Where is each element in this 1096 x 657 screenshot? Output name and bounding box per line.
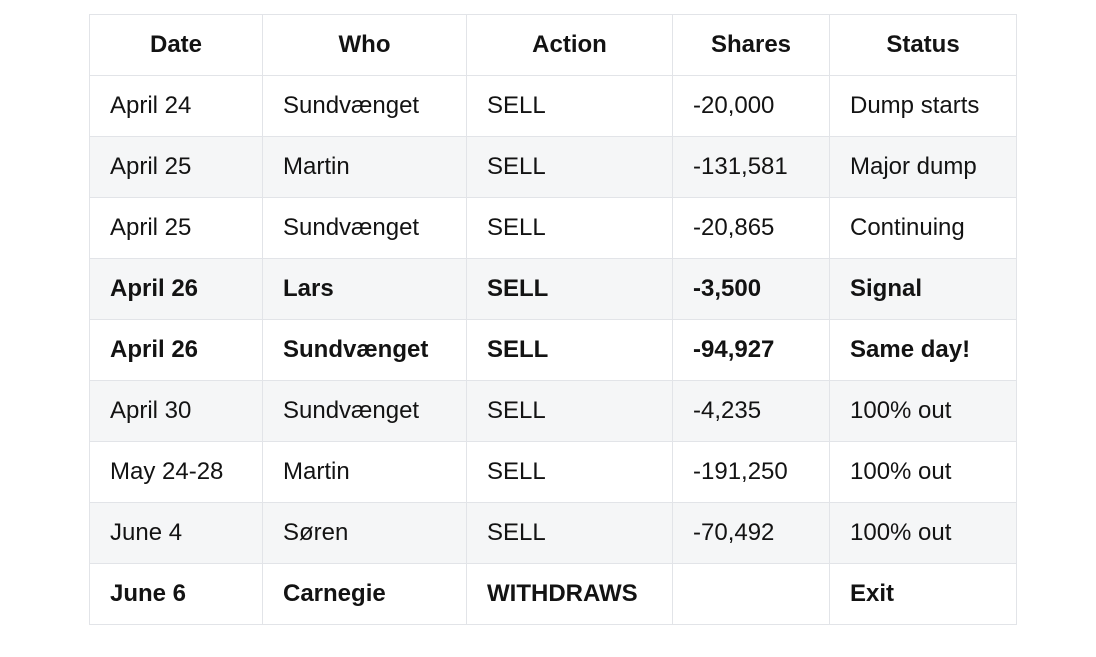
cell-who: Sundvænget [262, 197, 467, 259]
cell-date: April 30 [89, 380, 263, 442]
column-header-who: Who [262, 14, 467, 76]
table-row: April 26 Lars SELL -3,500 Signal [89, 258, 1017, 320]
header-row: Date Who Action Shares Status [89, 14, 1017, 76]
cell-status: 100% out [829, 380, 1017, 442]
table-row: June 4 Søren SELL -70,492 100% out [89, 502, 1017, 564]
cell-shares: -131,581 [672, 136, 830, 198]
column-header-date: Date [89, 14, 263, 76]
cell-who: Sundvænget [262, 319, 467, 381]
cell-date: May 24-28 [89, 441, 263, 503]
cell-action: SELL [466, 197, 673, 259]
cell-date: April 26 [89, 258, 263, 320]
cell-who: Sundvænget [262, 380, 467, 442]
cell-status: Exit [829, 563, 1017, 625]
cell-status: Signal [829, 258, 1017, 320]
cell-action: SELL [466, 136, 673, 198]
cell-action: SELL [466, 441, 673, 503]
cell-date: June 4 [89, 502, 263, 564]
table-row: April 25 Martin SELL -131,581 Major dump [89, 136, 1017, 198]
column-header-status: Status [829, 14, 1017, 76]
cell-shares [672, 563, 830, 625]
cell-action: SELL [466, 502, 673, 564]
table-row: April 30 Sundvænget SELL -4,235 100% out [89, 380, 1017, 442]
cell-action: SELL [466, 380, 673, 442]
cell-status: 100% out [829, 502, 1017, 564]
cell-shares: -191,250 [672, 441, 830, 503]
cell-who: Martin [262, 441, 467, 503]
cell-action: SELL [466, 258, 673, 320]
cell-status: Same day! [829, 319, 1017, 381]
table-row: June 6 Carnegie WITHDRAWS Exit [89, 563, 1017, 625]
cell-action: SELL [466, 319, 673, 381]
cell-shares: -70,492 [672, 502, 830, 564]
cell-date: April 24 [89, 75, 263, 137]
cell-status: 100% out [829, 441, 1017, 503]
cell-status: Major dump [829, 136, 1017, 198]
cell-who: Martin [262, 136, 467, 198]
table-row: April 25 Sundvænget SELL -20,865 Continuing [89, 197, 1017, 259]
cell-shares: -20,865 [672, 197, 830, 259]
cell-date: April 25 [89, 136, 263, 198]
cell-date: April 25 [89, 197, 263, 259]
column-header-action: Action [466, 14, 673, 76]
cell-action: WITHDRAWS [466, 563, 673, 625]
cell-action: SELL [466, 75, 673, 137]
table-header: Date Who Action Shares Status [89, 14, 1017, 76]
table-row: May 24-28 Martin SELL -191,250 100% out [89, 441, 1017, 503]
column-header-shares: Shares [672, 14, 830, 76]
cell-who: Lars [262, 258, 467, 320]
cell-shares: -4,235 [672, 380, 830, 442]
table-row: April 24 Sundvænget SELL -20,000 Dump starts [89, 75, 1017, 137]
cell-who: Carnegie [262, 563, 467, 625]
table-body: April 24 Sundvænget SELL -20,000 Dump starts… [89, 75, 1017, 625]
cell-status: Dump starts [829, 75, 1017, 137]
sell-off-timeline-table: Date Who Action Shares Status April 24 Su… [89, 14, 1017, 625]
cell-who: Sundvænget [262, 75, 467, 137]
cell-who: Søren [262, 502, 467, 564]
cell-shares: -94,927 [672, 319, 830, 381]
cell-shares: -3,500 [672, 258, 830, 320]
cell-status: Continuing [829, 197, 1017, 259]
cell-shares: -20,000 [672, 75, 830, 137]
table-row: April 26 Sundvænget SELL -94,927 Same day! [89, 319, 1017, 381]
cell-date: June 6 [89, 563, 263, 625]
cell-date: April 26 [89, 319, 263, 381]
